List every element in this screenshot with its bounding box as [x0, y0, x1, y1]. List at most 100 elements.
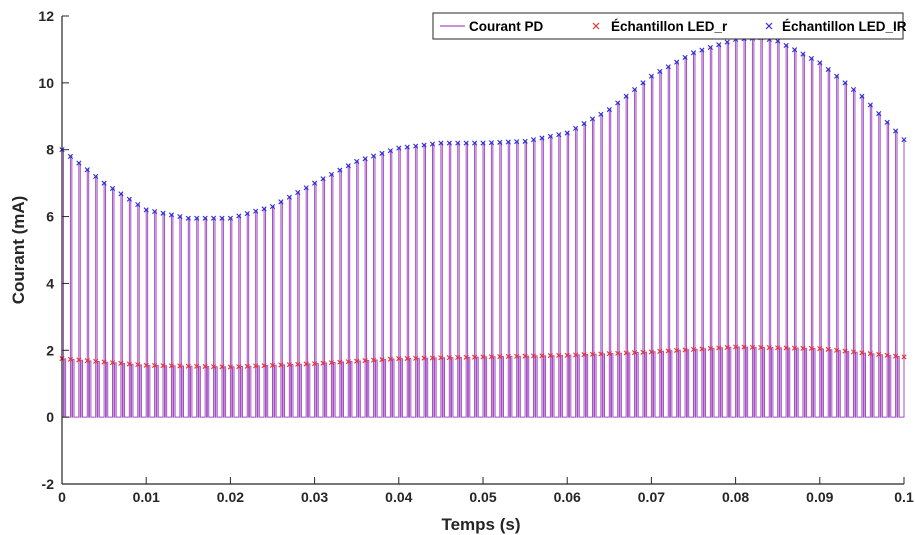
led-ir-marker [413, 143, 419, 149]
led-ir-marker-stroke-b [219, 215, 225, 221]
led-r-marker-stroke-b [168, 363, 175, 369]
led-ir-marker-stroke-b [101, 180, 107, 186]
led-ir-marker [194, 215, 200, 221]
led-ir-marker-stroke-b [320, 176, 326, 182]
led-r-marker-stroke-b [286, 362, 292, 368]
led-ir-marker-stroke-b [859, 93, 865, 99]
led-ir-marker [623, 93, 629, 99]
led-r-marker [842, 348, 848, 354]
led-ir-marker-stroke-b [488, 140, 495, 146]
led-r-marker [143, 362, 149, 368]
legend: Courant PD Échantillon LED_r Échantillon… [432, 12, 907, 40]
led-ir-marker-stroke-b [177, 213, 183, 220]
led-ir-marker-stroke-b [227, 215, 233, 221]
led-r-marker [379, 357, 385, 363]
led-r-marker-stroke-b [648, 349, 654, 355]
led-r-marker [690, 346, 697, 353]
led-r-marker-stroke-b [261, 363, 267, 369]
led-ir-marker [488, 140, 495, 146]
led-r-marker-stroke-b [337, 359, 343, 365]
led-ir-marker-stroke-b [547, 133, 553, 139]
led-ir-marker-stroke-b [152, 208, 158, 215]
led-r-marker [404, 355, 410, 362]
led-r-marker [328, 360, 335, 366]
led-ir-marker-stroke-b [817, 60, 823, 66]
led-ir-marker-stroke-b [143, 207, 149, 213]
x-tick-label: 0.06 [554, 489, 581, 505]
led-ir-marker [253, 208, 259, 214]
led-ir-marker [564, 130, 570, 136]
led-r-marker [84, 358, 90, 364]
led-r-marker [93, 358, 99, 364]
led-r-marker-stroke-b [84, 358, 90, 364]
led-r-marker-stroke-b [227, 364, 233, 370]
led-ir-marker-stroke-b [514, 139, 520, 145]
led-ir-marker [210, 215, 217, 221]
led-r-marker [118, 360, 124, 366]
led-ir-marker [387, 148, 393, 154]
led-r-marker-stroke-b [118, 360, 124, 366]
led-ir-marker-stroke-b [345, 163, 351, 169]
led-r-marker-stroke-b [783, 345, 789, 351]
led-ir-marker [859, 93, 865, 99]
led-ir-marker-stroke-b [800, 51, 806, 57]
led-ir-marker-stroke-b [505, 139, 511, 145]
led-r-marker [76, 357, 82, 363]
led-r-marker-stroke-b [749, 344, 756, 350]
led-r-marker-stroke-b [126, 361, 132, 367]
led-r-marker-stroke-b [775, 345, 781, 351]
led-r-marker-stroke-b [514, 353, 520, 359]
led-r-marker-stroke-b [135, 362, 141, 368]
led-ir-marker [648, 73, 654, 79]
led-r-marker [337, 359, 343, 365]
led-r-marker-stroke-b [438, 355, 444, 361]
led-ir-marker [892, 128, 899, 134]
led-ir-marker [850, 86, 857, 93]
led-r-marker-stroke-b [682, 347, 688, 353]
led-r-marker [295, 361, 301, 367]
led-r-marker-stroke-b [303, 361, 309, 367]
led-ir-marker-stroke-b [337, 167, 343, 173]
led-ir-marker-stroke-b [850, 86, 857, 93]
led-r-marker [867, 351, 873, 357]
led-ir-marker [370, 153, 377, 159]
led-r-marker [707, 345, 713, 352]
led-ir-marker-stroke-b [716, 42, 722, 48]
led-r-marker [253, 363, 259, 369]
led-ir-marker-stroke-b [463, 140, 469, 146]
led-r-marker [589, 351, 596, 357]
led-ir-marker [505, 139, 511, 145]
led-ir-marker-stroke-b [842, 80, 848, 86]
led-ir-marker [227, 215, 233, 221]
led-ir-marker-stroke-b [589, 116, 596, 122]
led-r-marker-stroke-b [185, 363, 191, 369]
led-ir-marker [589, 116, 596, 122]
led-r-marker-stroke-b [505, 353, 511, 360]
led-r-marker-stroke-b [842, 348, 848, 354]
led-r-marker-stroke-b [547, 353, 553, 359]
y-tick-label: 0 [46, 409, 54, 425]
led-r-marker-stroke-b [800, 345, 806, 351]
led-ir-marker [345, 163, 351, 169]
led-ir-marker-stroke-b [581, 121, 587, 127]
led-ir-marker-stroke-b [312, 180, 318, 186]
led-ir-marker-stroke-b [631, 86, 638, 93]
led-r-marker-stroke-b [194, 363, 200, 369]
led-ir-marker [362, 156, 368, 162]
led-r-marker-stroke-b [320, 360, 326, 366]
led-r-marker [598, 351, 604, 357]
led-ir-marker-stroke-b [202, 215, 208, 221]
led-ir-marker-stroke-b [387, 148, 393, 154]
led-ir-marker [118, 191, 124, 197]
led-ir-marker [674, 59, 680, 65]
led-r-marker-stroke-b [488, 354, 495, 360]
x-tick-label: 0.01 [133, 489, 160, 505]
x-tick-label: 0 [58, 489, 66, 505]
led-r-marker [657, 348, 663, 355]
y-tick-label: 6 [46, 209, 54, 225]
led-ir-marker [480, 140, 486, 146]
led-r-marker [438, 355, 444, 361]
led-ir-marker [126, 196, 132, 202]
led-ir-marker-stroke-b [556, 132, 562, 138]
led-ir-marker [707, 44, 713, 51]
